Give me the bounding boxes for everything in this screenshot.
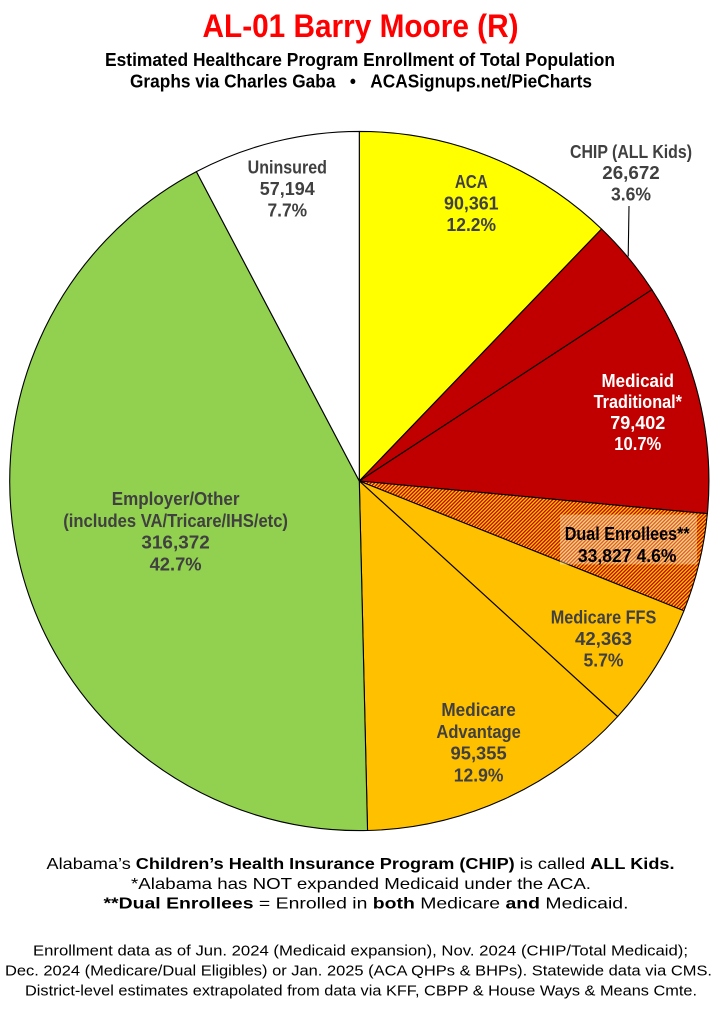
svg-text:57,194: 57,194	[260, 179, 315, 199]
svg-text:3.6%: 3.6%	[611, 184, 651, 204]
svg-text:Medicare: Medicare	[441, 700, 515, 720]
svg-text:12.9%: 12.9%	[454, 765, 504, 785]
svg-text:**Dual Enrollees = Enrolled in: **Dual Enrollees = Enrolled in both Medi…	[104, 896, 629, 913]
svg-text:90,361: 90,361	[444, 194, 499, 214]
svg-text:26,672: 26,672	[602, 163, 660, 183]
svg-text:Medicaid: Medicaid	[602, 371, 675, 391]
svg-text:5.7%: 5.7%	[584, 650, 624, 670]
svg-text:ACA: ACA	[455, 172, 488, 192]
svg-text:7.7%: 7.7%	[268, 200, 308, 220]
svg-text:Medicare FFS: Medicare FFS	[551, 607, 657, 627]
svg-text:Dual Enrollees**: Dual Enrollees**	[565, 524, 690, 544]
svg-text:79,402: 79,402	[610, 413, 665, 433]
svg-text:10.7%: 10.7%	[614, 434, 661, 454]
svg-text:33,827 4.6%: 33,827 4.6%	[578, 546, 677, 566]
svg-text:Estimated Healthcare Program E: Estimated Healthcare Program Enrollment …	[105, 50, 615, 70]
svg-text:42,363: 42,363	[575, 629, 632, 649]
svg-text:Uninsured: Uninsured	[248, 157, 327, 177]
svg-text:Advantage: Advantage	[436, 722, 520, 742]
svg-text:12.2%: 12.2%	[447, 215, 497, 235]
svg-text:CHIP (ALL Kids): CHIP (ALL Kids)	[570, 142, 692, 162]
svg-text:Enrollment data as of Jun. 202: Enrollment data as of Jun. 2024 (Medicai…	[33, 943, 688, 960]
svg-text:Traditional*: Traditional*	[594, 392, 682, 412]
svg-text:(includes VA/Tricare/IHS/etc): (includes VA/Tricare/IHS/etc)	[63, 511, 288, 531]
svg-text:*Alabama has NOT expanded Medi: *Alabama has NOT expanded Medicaid under…	[131, 876, 591, 893]
svg-text:316,372: 316,372	[141, 533, 209, 553]
svg-text:AL-01 Barry Moore (R): AL-01 Barry Moore (R)	[203, 8, 519, 44]
svg-text:Dec. 2024 (Medicare/Dual Eligi: Dec. 2024 (Medicare/Dual Eligibles) or J…	[5, 963, 712, 980]
svg-text:District-level estimates extra: District-level estimates extrapolated fr…	[25, 983, 697, 1000]
svg-text:95,355: 95,355	[451, 744, 507, 764]
svg-text:Employer/Other: Employer/Other	[112, 489, 240, 509]
svg-text:42.7%: 42.7%	[150, 554, 202, 574]
svg-text:Graphs via Charles Gaba •: Graphs via Charles Gaba • ACASignups.net…	[130, 72, 592, 92]
svg-text:Alabama’s Children’s Health In: Alabama’s Children’s Health Insurance Pr…	[47, 856, 675, 873]
